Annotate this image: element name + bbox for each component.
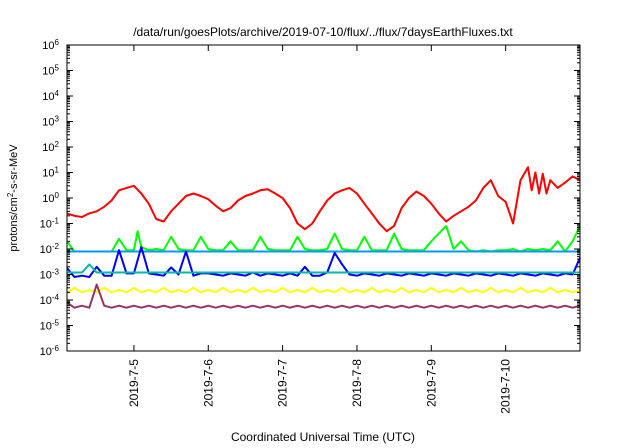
y-axis-label-sup: 2 xyxy=(6,192,15,197)
x-tick-label: 2019-7-7 xyxy=(276,359,290,407)
y-tick-label: 101 xyxy=(42,165,59,180)
series-line-7 xyxy=(66,283,581,309)
y-axis: 10-6 10-5 10-4 10-3 10-2 10-1 100 101 102 103 104 1… xyxy=(40,38,580,359)
series-line-2 xyxy=(66,225,581,253)
x-tick-label: 2019-7-6 xyxy=(201,359,215,407)
y-tick-label: 106 xyxy=(42,38,59,53)
series-line-4 xyxy=(66,246,581,278)
x-axis: 2019-7-5 2019-7-6 2019-7-7 2019-7-8 2019-7-9… xyxy=(127,45,513,414)
y-tick-label: 10-3 xyxy=(40,267,60,282)
y-axis-label-base: protons/cm xyxy=(8,197,20,251)
y-tick-label: 10-1 xyxy=(40,216,60,231)
y-axis-label-rest: -s-sr-MeV xyxy=(8,144,20,193)
x-tick-label: 2019-7-9 xyxy=(424,359,438,407)
x-tick-label: 2019-7-5 xyxy=(127,359,141,407)
x-axis-label: Coordinated Universal Time (UTC) xyxy=(231,430,415,444)
series-line-6 xyxy=(66,286,581,295)
series-line-1 xyxy=(66,166,581,233)
x-tick-label: 2019-7-8 xyxy=(350,359,364,407)
x-tick-label: 2019-7-10 xyxy=(499,359,513,414)
y-tick-label: 103 xyxy=(42,114,59,129)
y-tick-label: 105 xyxy=(42,63,59,78)
y-tick-label: 10-5 xyxy=(40,318,60,333)
chart-title: /data/run/goesPlots/archive/2019-07-10/f… xyxy=(133,25,513,39)
y-axis-label: protons/cm2-s-sr-MeV xyxy=(6,144,21,252)
y-tick-label: 104 xyxy=(42,89,59,104)
y-tick-label: 102 xyxy=(42,140,59,155)
y-tick-label: 10-4 xyxy=(40,293,60,308)
series-layer xyxy=(66,166,581,309)
y-tick-label: 100 xyxy=(42,191,59,206)
y-tick-label: 10-6 xyxy=(40,344,60,359)
y-tick-label: 10-2 xyxy=(40,242,60,257)
series-line-5 xyxy=(67,263,580,274)
